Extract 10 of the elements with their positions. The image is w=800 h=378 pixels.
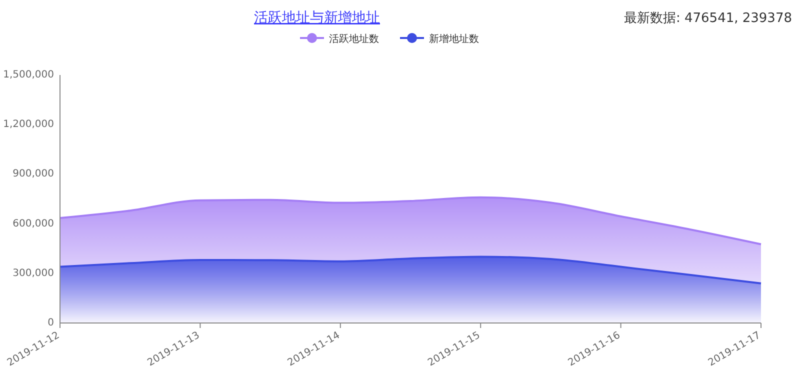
legend-label: 活跃地址数 — [329, 33, 379, 45]
y-tick-label: 0 — [48, 318, 54, 328]
y-tick-label: 900,000 — [12, 168, 54, 180]
text: 最新数据: 476541, 239378 — [624, 11, 792, 26]
legend-label: 新增地址数 — [429, 33, 479, 45]
chart-title: 活跃地址与新增地址 — [254, 10, 380, 26]
y-tick-label: 1,500,000 — [3, 70, 54, 80]
y-tick-label: 300,000 — [12, 268, 54, 279]
y-tick-label: 600,000 — [12, 218, 54, 230]
y-tick-label: 1,200,000 — [3, 119, 54, 130]
